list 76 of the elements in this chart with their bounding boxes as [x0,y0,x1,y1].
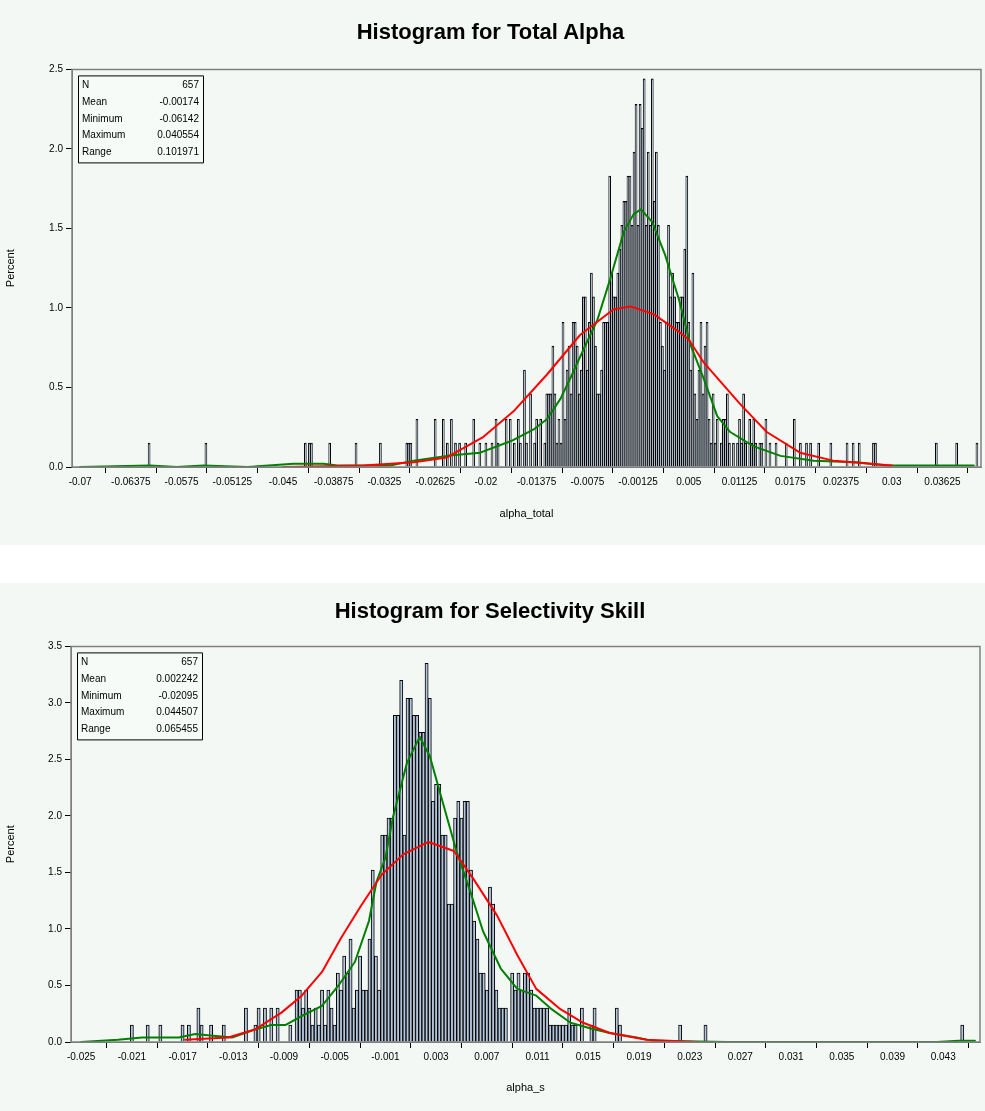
annotation: Mean [82,96,108,108]
x-tick-label: -0.005 [320,1050,350,1062]
x-tick-label: 0.03625 [924,475,961,487]
y-tick-label: 1.5 [49,222,64,234]
x-tick-label: -0.07 [68,475,92,487]
x-tick-label: 0.03 [881,475,902,487]
annotation: 0.065455 [156,722,199,734]
x-tick-label: -0.06375 [111,475,152,487]
x-tick-label: -0.03875 [314,475,354,487]
x-tick-label: -0.01375 [516,475,557,487]
annotation: Range [81,722,111,734]
x-tick-label: 0.011 [525,1050,551,1062]
x-tick-label: -0.0325 [367,475,402,487]
y-tick-label: 1.5 [48,866,63,878]
annotation: 657 [181,656,199,668]
x-tick-label: 0.031 [778,1050,805,1062]
x-tick-label: -0.045 [268,475,298,487]
annotation: N [81,656,89,668]
x-tick-label: 0.023 [677,1050,703,1062]
x-tick-label: -0.00125 [618,475,659,487]
x-tick-label: -0.025 [66,1050,96,1062]
y-axis-title: Percent [3,825,16,864]
y-tick-label: 2.5 [49,63,64,75]
y-tick-label: 2.0 [49,142,64,154]
x-tick-label: 0.027 [727,1050,754,1062]
y-tick-label: 0.0 [49,460,64,472]
y-tick-label: 2.5 [48,753,63,765]
annotation: 0.101971 [157,145,200,157]
annotation: Range [82,145,112,157]
x-tick-label: 0.015 [575,1050,602,1062]
annotation: 0.040554 [157,129,200,141]
annotation: 0.044507 [156,706,199,718]
annotation: Minimum [82,112,123,124]
x-tick-label: 0.043 [930,1050,957,1062]
y-tick-label: 3.5 [48,640,63,652]
annotation: 0.002242 [156,673,199,685]
annotation: -0.02095 [158,689,199,701]
y-axis-title: Percent [3,249,16,288]
chart-title: Histogram for Selectivity Skill [334,598,646,624]
x-tick-label: -0.05125 [212,475,253,487]
x-tick-label: -0.001 [371,1050,401,1062]
y-tick-label: 2.0 [48,809,63,821]
x-tick-label: -0.021 [117,1050,147,1062]
x-axis-title: alpha_s [506,1081,546,1094]
x-tick-label: 0.019 [626,1050,652,1062]
x-tick-label: 0.007 [474,1050,500,1062]
y-tick-label: 0.5 [48,979,63,991]
x-tick-label: -0.02625 [415,475,456,487]
y-tick-label: 0.0 [48,1035,63,1047]
x-tick-label: -0.0575 [164,475,199,487]
x-tick-label: 0.035 [829,1050,855,1062]
x-tick-label: -0.013 [219,1050,248,1062]
y-tick-label: 1.0 [49,301,64,313]
x-tick-label: -0.017 [168,1050,198,1062]
x-tick-label: 0.0175 [774,475,806,487]
annotation: Maximum [82,129,126,141]
annotation: Mean [81,673,107,685]
x-tick-label: 0.005 [676,475,702,487]
annotation: Maximum [81,706,125,718]
y-tick-label: 3.0 [48,696,63,708]
y-tick-label: 0.5 [49,381,64,393]
annotation: Minimum [81,689,122,701]
x-tick-label: 0.039 [880,1050,906,1062]
x-tick-label: 0.003 [423,1050,450,1062]
x-tick-label: 0.02375 [822,475,860,487]
chart-title: Histogram for Total Alpha [356,19,626,45]
x-tick-label: 0.01125 [721,475,758,487]
x-tick-label: -0.0075 [570,475,605,487]
y-tick-label: 1.0 [48,922,63,934]
x-tick-label: -0.02 [474,475,498,487]
annotation: N [82,79,90,91]
x-tick-label: -0.009 [269,1050,299,1062]
annotation: 657 [182,79,200,91]
annotation: -0.00174 [159,96,200,108]
x-axis-title: alpha_total [499,507,554,520]
annotation: -0.06142 [159,112,200,124]
